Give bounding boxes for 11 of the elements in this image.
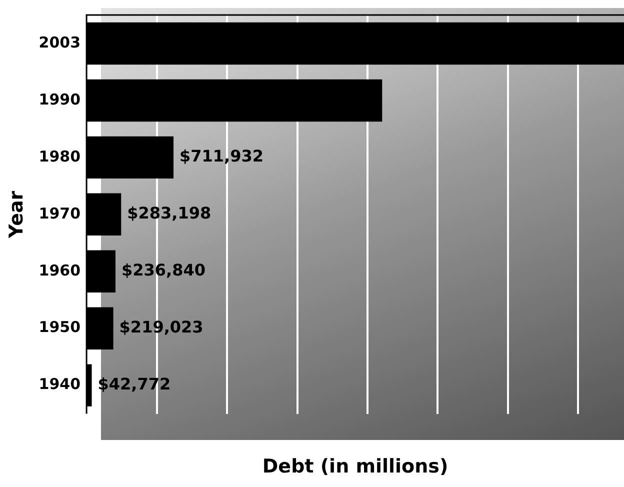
y-axis-title: Year (5, 190, 28, 239)
y-tick-label: 1970 (38, 204, 81, 222)
y-tick-label: 1950 (38, 318, 81, 336)
data-label: $711,932 (180, 146, 264, 166)
y-tick-label: 1980 (38, 147, 81, 166)
data-label: $283,198 (127, 204, 212, 223)
y-tick-label: 2003 (38, 33, 81, 52)
x-axis-title: Debt (in millions) (262, 456, 448, 478)
y-tick-label: 1990 (38, 90, 81, 108)
y-tick-label: 1940 (38, 375, 81, 394)
y-tick-label: 1960 (38, 261, 81, 280)
